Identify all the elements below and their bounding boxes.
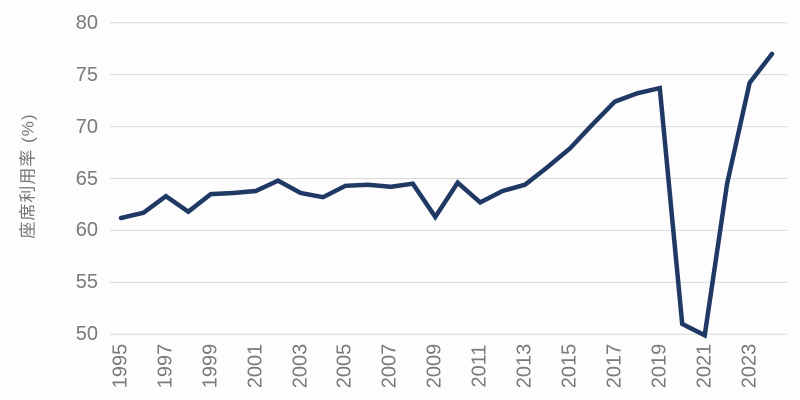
y-tick-label: 60 xyxy=(75,219,98,242)
x-tick-label: 2023 xyxy=(738,343,761,389)
x-tick-label: 2019 xyxy=(648,343,671,389)
x-tick-label: 2021 xyxy=(693,343,716,389)
x-tick-label: 1995 xyxy=(109,343,132,389)
x-tick-label: 2015 xyxy=(558,343,581,389)
x-tick-label: 2005 xyxy=(333,343,356,389)
x-tick-label: 1999 xyxy=(199,343,222,389)
x-tick-label: 2011 xyxy=(468,344,491,388)
gridlines xyxy=(110,22,787,335)
y-axis-title: 座席利用率 (%) xyxy=(18,113,38,239)
x-tick-label: 2003 xyxy=(289,343,312,389)
x-tick-label: 2017 xyxy=(603,343,626,389)
y-tick-label: 65 xyxy=(75,167,98,190)
x-tick-label: 2009 xyxy=(423,343,446,389)
y-tick-label: 70 xyxy=(75,115,98,138)
x-tick-label: 2007 xyxy=(378,343,401,389)
data-line xyxy=(118,51,775,339)
x-tick-label: 1997 xyxy=(154,343,177,389)
y-tick-label: 80 xyxy=(75,11,98,34)
y-tick-label: 75 xyxy=(75,63,98,86)
y-tick-label: 55 xyxy=(75,271,98,294)
x-tick-label: 2001 xyxy=(244,343,267,389)
y-tick-label: 50 xyxy=(75,323,98,346)
x-tick-label: 2013 xyxy=(513,343,536,389)
